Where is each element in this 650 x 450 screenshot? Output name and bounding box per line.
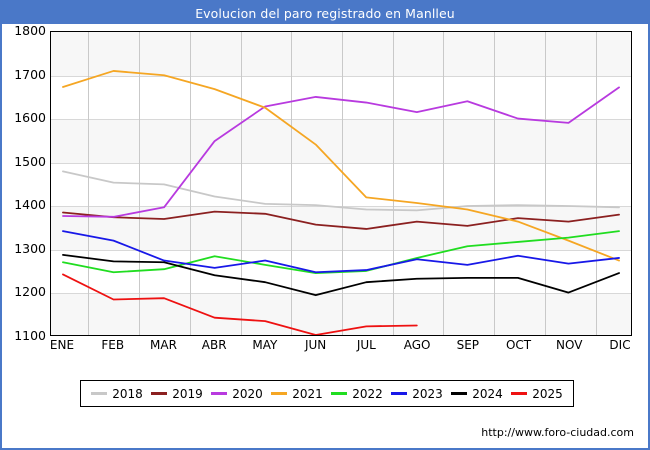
y-axis-tick-label: 1300	[14, 240, 46, 256]
legend-item-2020[interactable]: 2020	[211, 387, 263, 401]
gridline-vertical	[596, 32, 597, 335]
y-axis-tick-label: 1100	[14, 328, 46, 343]
gridline-vertical	[291, 32, 292, 335]
gridline-horizontal	[51, 163, 631, 164]
legend-label-2023: 2023	[412, 386, 443, 401]
legend-swatch-2025	[511, 392, 528, 395]
series-line-2022	[62, 230, 620, 274]
legend-label-2024: 2024	[472, 386, 503, 401]
y-axis-tick-label: 1600	[14, 110, 46, 126]
gridline-vertical	[393, 32, 394, 335]
page-title: Evolucion del paro registrado en Manlleu	[195, 5, 455, 21]
legend-swatch-2024	[451, 392, 468, 395]
legend-swatch-2018	[91, 392, 108, 395]
gridline-vertical	[88, 32, 89, 335]
gridline-horizontal	[51, 76, 631, 77]
legend-item-2021[interactable]: 2021	[271, 387, 323, 401]
gridline-horizontal	[51, 119, 631, 120]
y-axis-tick-label: 1700	[14, 66, 46, 82]
legend-label-2020: 2020	[232, 386, 263, 401]
gridline-horizontal	[51, 293, 631, 294]
x-axis-tick-label: NOV	[556, 338, 583, 352]
x-axis-tick-label: ENE	[49, 338, 75, 352]
legend-label-2022: 2022	[352, 386, 383, 401]
gridline-vertical	[545, 32, 546, 335]
x-axis-tick-label: ABR	[201, 338, 227, 352]
legend-swatch-2020	[211, 392, 228, 395]
series-line-2020	[62, 86, 620, 218]
series-line-2025	[62, 273, 418, 335]
series-line-2024	[62, 254, 620, 297]
series-line-2019	[62, 210, 620, 230]
x-axis-tick-label: JUL	[356, 338, 376, 352]
x-axis-tick-label: SEP	[456, 338, 480, 352]
legend-label-2018: 2018	[112, 386, 143, 401]
gridline-vertical	[241, 32, 242, 335]
y-axis-tick-label: 1500	[14, 153, 46, 169]
gridline-vertical	[443, 32, 444, 335]
plot-band	[51, 119, 631, 163]
x-axis-tick-label: MAY	[252, 338, 278, 352]
y-axis-labels: 1800 1700 1600 1500 1400 1300 1200 1100	[2, 23, 650, 343]
data-series-layer	[62, 70, 620, 335]
legend-label-2021: 2021	[292, 386, 323, 401]
gridline-vertical	[342, 32, 343, 335]
legend-label-2019: 2019	[172, 386, 203, 401]
legend-swatch-2019	[151, 392, 168, 395]
series-line-2023	[62, 230, 620, 274]
x-axis-labels: ENE FEB MAR ABR MAY JUN JUL AGO SEP OCT NOV DIC	[50, 338, 632, 358]
x-axis-tick-label: DIC	[609, 338, 631, 352]
legend-item-2023[interactable]: 2023	[391, 387, 443, 401]
series-line-2018	[62, 170, 620, 212]
legend-item-2019[interactable]: 2019	[151, 387, 203, 401]
x-axis-tick-label: MAR	[150, 338, 177, 352]
x-axis-tick-label: FEB	[101, 338, 125, 352]
plot-band	[51, 32, 631, 76]
x-axis-tick-label: JUN	[304, 338, 327, 352]
legend-swatch-2022	[331, 392, 348, 395]
gridline-horizontal	[51, 250, 631, 251]
chart-legend: 2018 2019 2020 2021 2022 2023 2024 2025	[80, 380, 574, 407]
gridline-vertical	[190, 32, 191, 335]
legend-swatch-2021	[271, 392, 288, 395]
legend-label-2025: 2025	[532, 386, 563, 401]
source-url: http://www.foro-ciudad.com	[481, 426, 634, 439]
plot-band	[51, 293, 631, 335]
legend-item-2022[interactable]: 2022	[331, 387, 383, 401]
legend-item-2024[interactable]: 2024	[451, 387, 503, 401]
legend-swatch-2023	[391, 392, 408, 395]
series-line-2021	[62, 70, 620, 262]
gridline-vertical	[494, 32, 495, 335]
y-axis-tick-label: 1200	[14, 284, 46, 300]
x-axis-tick-label: OCT	[505, 338, 532, 352]
y-axis-tick-label: 1400	[14, 197, 46, 213]
legend-item-2018[interactable]: 2018	[91, 387, 143, 401]
y-axis-tick-label: 1800	[14, 23, 46, 38]
x-axis-tick-label: AGO	[403, 338, 431, 352]
plot-area	[50, 31, 632, 336]
legend-item-2025[interactable]: 2025	[511, 387, 563, 401]
window-title-bar: Evolucion del paro registrado en Manlleu	[2, 2, 648, 24]
